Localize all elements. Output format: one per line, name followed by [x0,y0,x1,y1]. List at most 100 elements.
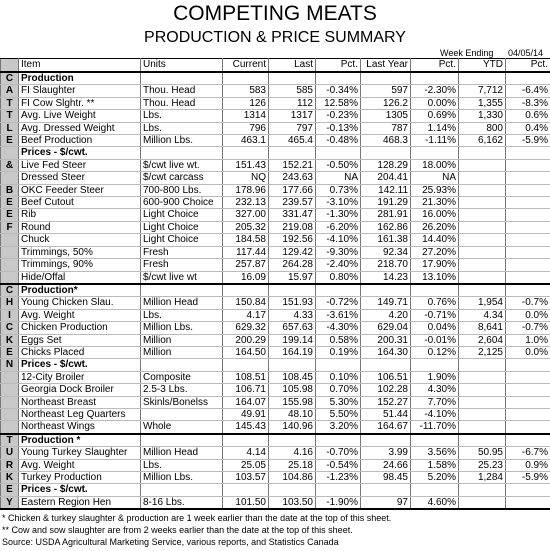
week-ending-label: Week Ending [440,48,494,58]
table-row: Y Eastern Region Hen 8-16 Lbs. 101.50 103.50… [0,496,550,511]
table-row: Prices - $/cwt. [0,146,550,160]
item: Prices - $/cwt. [18,146,141,160]
pct-change-ytd [505,420,550,435]
side-letter [0,258,19,272]
last-year: 142.11 [360,184,411,198]
last: 585 [268,84,316,98]
column-header: Last [268,58,316,73]
ytd: 1,355 [458,97,506,111]
last-year: 200.31 [360,334,411,347]
pct-change: 3.20% [315,420,361,435]
table-row: C Chicken Production Million Lbs. 629.32 657… [0,321,550,335]
units: Million [140,346,223,360]
side-letter: & [0,159,19,173]
pct-change-ytd: -6.7% [505,446,550,460]
units: Lbs. [140,109,223,123]
side-letter: H [0,296,19,310]
pct-change: 5.50% [315,408,361,422]
ytd: 6,162 [458,134,506,148]
side-letter: L [0,122,19,136]
pct-change-ytd: 0.9% [505,459,550,473]
units: Million Lbs. [140,321,223,335]
pct-change: -1.30% [315,208,361,222]
item: Avg. Dressed Weight [18,122,141,136]
units: Million Lbs. [140,471,223,485]
last: 177.66 [268,184,316,198]
table-row: Northeast Breast Skinls/Bonelss 164.07 155.… [0,396,550,409]
pct-change-ytd [505,282,550,298]
table-row: E Beef Production Million Lbs. 463.1 465.4 -0… [0,134,550,148]
units: Million Head [140,446,223,460]
last: 465.4 [268,134,316,148]
side-letter: T [0,109,19,123]
last: 151.93 [268,296,316,310]
pct-change-ytd [505,184,550,198]
last-year: 204.41 [360,171,411,185]
units [140,358,223,372]
last-year: 126.2 [360,97,411,111]
pct-change-year: -0.71% [410,309,459,323]
ytd [458,420,506,435]
column-header: Pct. [410,58,459,73]
last: 129.42 [268,246,316,260]
table-row: Trimmings, 90% Fresh 257.87 264.28 -2.40% 218… [0,258,550,272]
last-year [360,358,411,372]
side-cell [0,58,19,73]
ytd [458,383,506,397]
units: Lbs. [140,122,223,136]
table-row: B OKC Feeder Steer 700-800 Lbs. 178.96 177.6… [0,184,550,198]
last: 140.96 [268,420,316,435]
pct-change-year: 26.20% [410,221,459,235]
pct-change-ytd [505,71,550,86]
ytd [458,371,506,385]
last-year: 128.29 [360,159,411,173]
last: 331.47 [268,208,316,222]
pct-change-year: 21.30% [410,196,459,210]
pct-change-year: 16.00% [410,208,459,222]
current: 108.51 [222,371,269,385]
pct-change-ytd: -0.7% [505,296,550,310]
pct-change-year: -2.30% [410,84,459,98]
units: $/cwt live wt. [140,159,223,173]
last-year: 468.3 [360,134,411,148]
table-row: Hide/Offal $/cwt live wt 16.09 15.97 0.80% 14… [0,271,550,285]
units: Thou. Head [140,97,223,111]
pct-change: 5.30% [315,396,361,409]
subtitle: PRODUCTION & PRICE SUMMARY [144,29,406,46]
item: Northeast Leg Quarters [18,408,141,422]
units [140,71,223,86]
table-row: A FI Slaughter Thou. Head 583 585 -0.34% 597 -2… [0,84,550,98]
current: 178.96 [222,184,269,198]
table-row: Northeast Wings Whole 145.43 140.96 3.20% 164… [0,420,550,435]
last-year: 24.66 [360,459,411,473]
table-row: Trimmings, 50% Fresh 117.44 129.42 -9.30% 92.… [0,246,550,260]
pct-change [315,432,361,448]
ytd: 2,125 [458,346,506,360]
side-letter: K [0,471,19,485]
pct-change-ytd: -5.9% [505,134,550,148]
column-header: Item [18,58,141,73]
units: Lbs. [140,459,223,473]
table-row: I Avg. Weight Lbs. 4.17 4.33 -3.61% 4.20 -0.71%… [0,309,550,323]
footnote: * Chicken & turkey slaughter & productio… [2,513,392,523]
ytd: 25.23 [458,459,506,473]
current [222,146,269,160]
last [268,358,316,372]
pct-change: 0.10% [315,371,361,385]
item: Avg. Live Weight [18,109,141,123]
pct-change-ytd [505,146,550,160]
last-year: 152.27 [360,396,411,409]
current: 4.14 [222,446,269,460]
side-letter: I [0,309,19,323]
pct-change: 0.80% [315,271,361,285]
side-letter: E [0,196,19,210]
last-year: 191.29 [360,196,411,210]
ytd [458,233,506,247]
units [140,432,223,448]
last-year: 629.04 [360,321,411,335]
pct-change-year: 0.04% [410,321,459,335]
current [222,358,269,372]
side-letter [0,371,19,385]
item: Beef Production [18,134,141,148]
side-letter: E [0,346,19,360]
